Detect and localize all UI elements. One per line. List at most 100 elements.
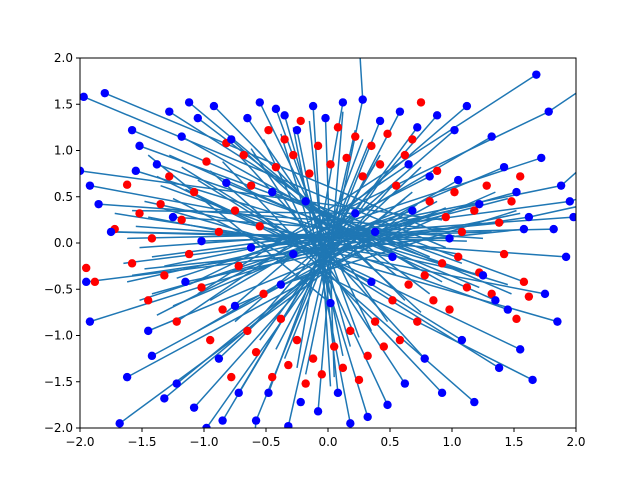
data-point xyxy=(445,305,454,314)
connector-line xyxy=(185,188,521,351)
connector-lines xyxy=(80,58,576,428)
data-point xyxy=(351,209,360,218)
y-tick-label: 1.0 xyxy=(54,144,73,158)
data-point xyxy=(144,326,153,336)
connector-line xyxy=(317,111,344,412)
data-point xyxy=(280,135,289,144)
connector-line xyxy=(148,216,546,295)
x-tick-label: −0.5 xyxy=(251,435,280,449)
x-tick-label: 0.5 xyxy=(380,435,399,449)
data-point xyxy=(346,419,355,428)
data-point xyxy=(358,172,367,181)
data-point xyxy=(565,197,574,206)
data-point xyxy=(370,317,380,326)
data-point xyxy=(425,172,434,181)
x-tick-label: 2.0 xyxy=(566,435,585,449)
data-point xyxy=(268,372,277,382)
data-point xyxy=(333,388,343,398)
data-point xyxy=(243,326,252,336)
data-point xyxy=(326,160,335,169)
data-point xyxy=(499,162,509,172)
data-point xyxy=(234,388,243,398)
connector-line xyxy=(254,420,257,428)
data-point xyxy=(197,283,206,292)
data-point xyxy=(255,98,264,107)
data-point xyxy=(524,292,534,301)
data-point xyxy=(82,277,91,287)
connector-line xyxy=(222,161,443,394)
connector-line xyxy=(147,207,447,332)
data-point xyxy=(100,88,110,98)
data-point xyxy=(296,397,305,407)
x-tick-label: 1.5 xyxy=(504,435,523,449)
data-point xyxy=(532,70,541,79)
data-point xyxy=(470,397,479,407)
data-point xyxy=(202,157,211,166)
connector-line xyxy=(156,175,431,316)
data-point xyxy=(206,335,215,345)
data-point xyxy=(276,314,286,324)
x-tick-label: 1.0 xyxy=(442,435,461,449)
data-point xyxy=(301,197,310,206)
data-point xyxy=(135,141,144,151)
data-point xyxy=(246,243,256,252)
x-tick-label: −1.0 xyxy=(189,435,218,449)
data-point xyxy=(367,141,376,151)
data-point xyxy=(363,351,372,361)
data-point xyxy=(392,181,401,190)
data-point xyxy=(276,280,286,289)
data-point xyxy=(549,224,558,234)
x-tick-label: 0.0 xyxy=(318,435,337,449)
connector-line xyxy=(292,127,352,424)
connector-line xyxy=(250,148,406,385)
data-point xyxy=(346,326,355,336)
data-point xyxy=(271,104,281,114)
connector-line xyxy=(168,154,496,302)
data-point xyxy=(147,351,157,361)
data-point xyxy=(432,166,442,176)
data-point xyxy=(404,160,413,169)
data-point xyxy=(413,123,422,132)
data-point xyxy=(462,101,472,111)
connector-line xyxy=(528,206,576,218)
data-point xyxy=(189,403,199,412)
data-point xyxy=(127,125,137,135)
data-point xyxy=(516,172,525,181)
data-point xyxy=(160,394,169,403)
data-point xyxy=(420,271,429,280)
data-point xyxy=(457,335,467,345)
data-point xyxy=(181,277,190,287)
data-point xyxy=(131,166,140,176)
data-point xyxy=(127,259,137,268)
data-point xyxy=(351,132,360,141)
y-tick-label: −1.0 xyxy=(44,329,73,343)
data-point xyxy=(519,224,529,234)
data-point xyxy=(388,252,397,262)
data-point xyxy=(85,317,95,326)
data-point xyxy=(553,317,562,326)
connector-line xyxy=(305,200,525,283)
data-point xyxy=(313,407,323,416)
data-point xyxy=(227,135,236,144)
x-axis: −2.0 −1.5 −1.0 −0.5 0.0 0.5 1.0 1.5 2.0 xyxy=(65,428,586,449)
data-point xyxy=(413,317,422,326)
data-point xyxy=(160,271,169,280)
data-point xyxy=(326,298,335,308)
data-point xyxy=(400,379,410,388)
data-point xyxy=(454,175,463,185)
data-point xyxy=(569,212,576,222)
data-point xyxy=(144,296,153,305)
data-point xyxy=(177,132,186,141)
data-point xyxy=(184,249,194,259)
data-point xyxy=(375,116,385,126)
data-point xyxy=(358,95,367,104)
data-point xyxy=(177,215,186,225)
y-tick-label: 0.0 xyxy=(54,236,73,250)
data-point xyxy=(395,335,405,345)
data-point xyxy=(432,111,442,120)
data-point xyxy=(147,234,157,243)
data-point xyxy=(561,252,571,262)
data-point xyxy=(338,98,348,107)
data-point xyxy=(429,296,438,305)
data-point xyxy=(333,123,343,132)
